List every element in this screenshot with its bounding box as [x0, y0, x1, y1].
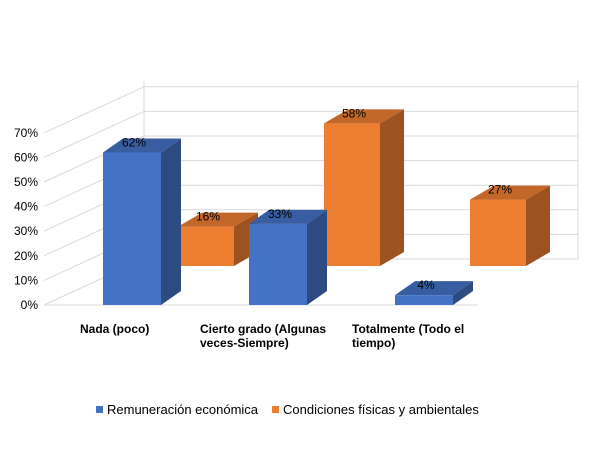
category-label: Totalmente (Todo el	[352, 322, 464, 336]
category-label: Nada (poco)	[80, 322, 149, 336]
y-tick-label: 0%	[21, 298, 39, 312]
legend: Remuneración económica Condiciones física…	[96, 402, 479, 417]
bar-back-1-front	[324, 123, 380, 266]
front-series-bars	[103, 138, 473, 305]
bar-front-2-top	[395, 281, 473, 296]
bar-front-0-front	[103, 152, 161, 305]
side-gridline	[43, 86, 145, 134]
bar-front-1-top	[249, 209, 327, 224]
bar-back-2-side	[526, 185, 550, 266]
bar-back-0-front	[178, 226, 234, 266]
data-label-front: 62%	[122, 135, 146, 149]
data-label-front: 33%	[268, 207, 292, 221]
bar-front-0	[103, 138, 181, 305]
bar-front-2-front	[395, 295, 453, 305]
bar-back-2	[470, 185, 550, 266]
y-tick-label: 40%	[14, 200, 38, 214]
legend-label: Condiciones físicas y ambientales	[283, 402, 479, 417]
data-label-back: 27%	[488, 183, 512, 197]
bar-back-1-top	[324, 109, 404, 124]
bar-front-0-side	[161, 138, 181, 305]
bar-back-1	[324, 109, 404, 266]
bar-back-1-side	[380, 109, 404, 266]
bar-back-2-front	[470, 199, 526, 266]
legend-swatch	[272, 406, 280, 413]
bar-back-2-top	[470, 185, 550, 200]
data-labels: 16% 58% 27% 62% 33% 4%	[122, 106, 512, 292]
bar-front-0-top	[103, 138, 181, 153]
y-axis: 0% 10% 20% 30% 40% 50% 60% 70%	[14, 126, 38, 312]
bar-front-1-front	[249, 223, 307, 305]
bar-front-1-side	[307, 209, 327, 305]
data-label-back: 16%	[196, 210, 220, 224]
bar-front-2-side	[453, 281, 473, 305]
data-label-back: 58%	[342, 106, 366, 120]
side-gridline	[43, 110, 145, 158]
y-tick-label: 60%	[14, 150, 38, 164]
y-tick-label: 70%	[14, 126, 38, 140]
bar-front-2	[395, 281, 473, 305]
y-tick-label: 50%	[14, 175, 38, 189]
bar-back-0-top	[178, 212, 258, 227]
data-label-front: 4%	[417, 278, 435, 292]
legend-label: Remuneración económica	[107, 402, 259, 417]
x-axis: Nada (poco) Cierto grado (Algunasveces-Si…	[80, 322, 464, 350]
bar-front-1	[249, 209, 327, 305]
legend-swatch	[96, 406, 103, 413]
category-label: Cierto grado (Algunas	[200, 322, 326, 336]
y-tick-label: 20%	[14, 249, 38, 263]
y-tick-label: 30%	[14, 224, 38, 238]
y-tick-label: 10%	[14, 273, 38, 287]
category-label: tiempo)	[352, 336, 395, 350]
category-label: veces-Siempre)	[200, 336, 289, 350]
